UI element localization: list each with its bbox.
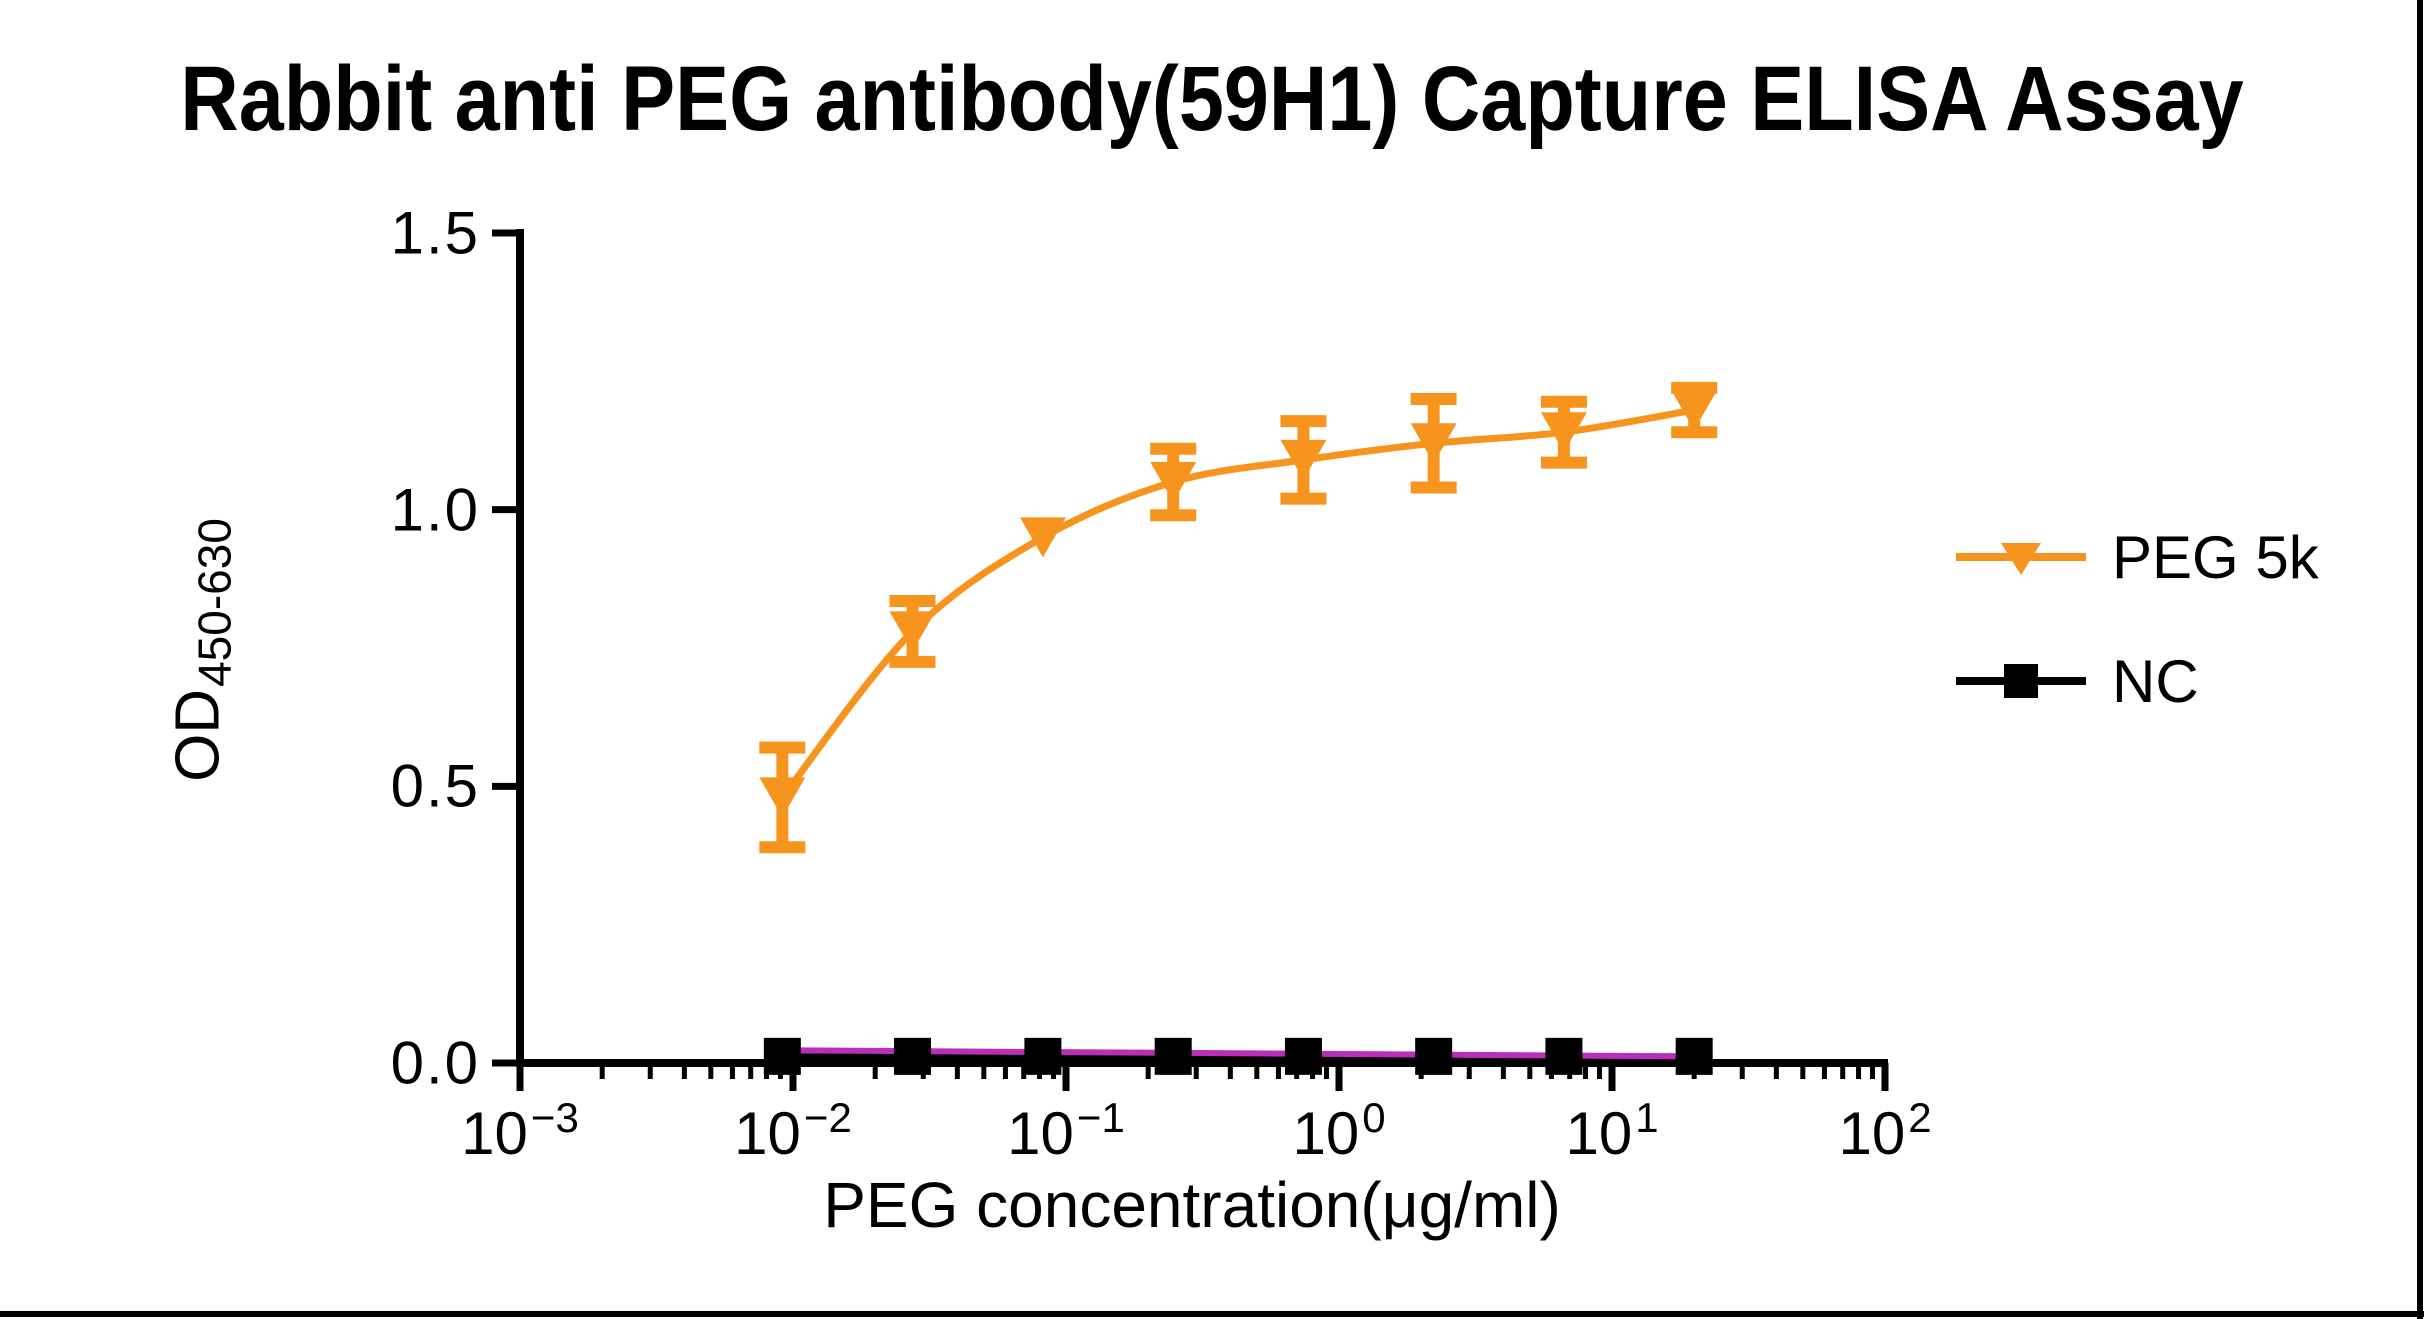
nc-marker bbox=[1154, 1037, 1192, 1075]
peg-5k-marker bbox=[889, 611, 936, 652]
chart-title: Rabbit anti PEG antibody(59H1) Capture E… bbox=[180, 48, 2244, 150]
x-axis-title: PEG concentration(μg/ml) bbox=[823, 1169, 1561, 1241]
peg-5k-marker bbox=[1671, 390, 1718, 431]
nc-marker bbox=[1415, 1037, 1453, 1075]
peg-5k-marker bbox=[1410, 423, 1457, 464]
peg-5k-marker bbox=[1280, 439, 1327, 480]
nc-marker bbox=[1675, 1037, 1713, 1075]
nc-marker bbox=[1024, 1037, 1062, 1075]
y-axis-title: OD450-630 bbox=[163, 518, 241, 782]
nc-marker bbox=[894, 1037, 932, 1075]
legend-item-peg5k: PEG 5k bbox=[1956, 514, 2319, 600]
nc-legend-marker-icon bbox=[1956, 664, 2086, 698]
peg-5k-marker bbox=[759, 777, 806, 818]
peg-5k-marker bbox=[1150, 462, 1197, 502]
nc-marker bbox=[763, 1037, 801, 1075]
legend: PEG 5k NC bbox=[1956, 514, 2319, 724]
nc-marker bbox=[1284, 1037, 1322, 1075]
nc-marker bbox=[1545, 1037, 1583, 1075]
legend-label-peg5k: PEG 5k bbox=[2112, 523, 2319, 591]
legend-item-nc: NC bbox=[1956, 638, 2319, 724]
peg-5k-marker bbox=[1540, 412, 1587, 453]
peg5k-legend-marker-icon bbox=[1956, 543, 2086, 575]
peg-5k-marker bbox=[1019, 517, 1066, 558]
frame-border-bottom bbox=[0, 1311, 2424, 1317]
frame-border-right bbox=[2417, 0, 2423, 1319]
y-axis-title-main: OD bbox=[163, 688, 233, 782]
y-axis-title-subscript: 450-630 bbox=[188, 518, 241, 687]
legend-label-nc: NC bbox=[2112, 647, 2199, 715]
nc-fit-line bbox=[782, 1047, 1695, 1060]
